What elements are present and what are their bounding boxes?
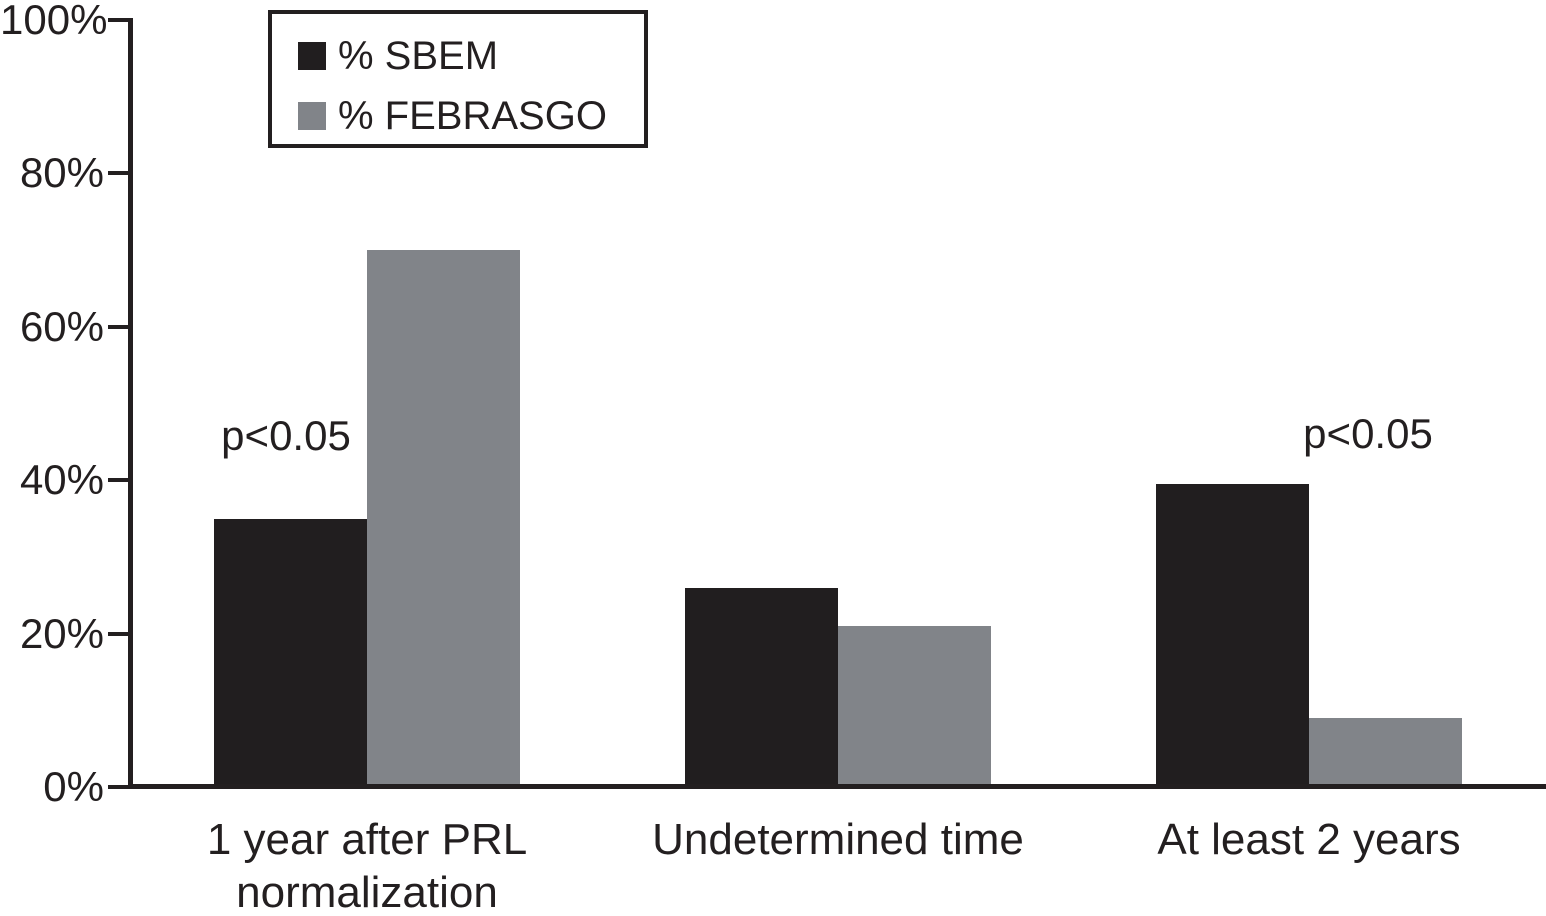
x-axis-line — [128, 784, 1546, 789]
bar-sbem-group1 — [214, 518, 367, 787]
significance-annotation: p<0.05 — [221, 412, 351, 459]
legend-swatch-sbem-icon — [298, 42, 326, 70]
bar-febrasgo-group2 — [838, 625, 991, 787]
y-axis-tick-label: 0% — [43, 763, 104, 810]
y-axis-tick — [108, 478, 128, 483]
y-axis-tick-label: 40% — [19, 456, 104, 504]
legend-label-febrasgo: % FEBRASGO — [338, 94, 607, 138]
x-axis-category-label: 1 year after PRL normalization — [206, 815, 528, 916]
y-axis-line — [128, 18, 133, 789]
legend-label-sbem: % SBEM — [338, 34, 499, 78]
y-axis-tick-label: 20% — [19, 609, 104, 657]
x-axis-category-label: At least 2 years — [1157, 815, 1461, 864]
y-axis-tick-label: 100% — [0, 0, 108, 43]
y-axis-tick — [108, 171, 128, 176]
legend-item-sbem: % SBEM — [298, 34, 498, 78]
y-axis-tick — [108, 18, 128, 22]
bar-sbem-group2 — [685, 587, 838, 787]
significance-annotation: p<0.05 — [1303, 410, 1433, 457]
legend: % SBEM % FEBRASGO — [268, 10, 648, 148]
bar-sbem-group3 — [1156, 484, 1309, 787]
y-axis-tick-label: 80% — [19, 149, 104, 197]
y-axis-tick — [108, 324, 128, 329]
x-axis-category-label: Undetermined time — [652, 815, 1024, 864]
bar-febrasgo-group1 — [367, 250, 520, 787]
y-axis-tick — [108, 785, 128, 789]
bar-febrasgo-group3 — [1309, 717, 1462, 787]
y-axis-tick — [108, 631, 128, 636]
y-axis-tick-label: 60% — [19, 302, 104, 350]
legend-swatch-febrasgo-icon — [298, 102, 326, 130]
legend-item-febrasgo: % FEBRASGO — [298, 94, 607, 138]
